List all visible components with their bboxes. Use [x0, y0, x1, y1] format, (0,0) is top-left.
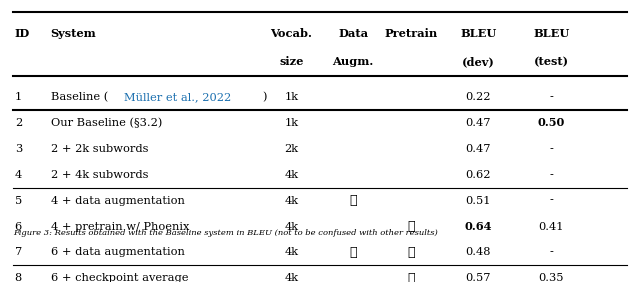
Text: 4k: 4k: [284, 196, 298, 206]
Text: 1: 1: [15, 92, 22, 102]
Text: Pretrain: Pretrain: [385, 28, 438, 39]
Text: 2k: 2k: [284, 144, 298, 154]
Text: ): ): [262, 92, 267, 102]
Text: ✓: ✓: [408, 272, 415, 282]
Text: 0.47: 0.47: [466, 118, 491, 128]
Text: 3: 3: [15, 144, 22, 154]
Text: 0.51: 0.51: [466, 196, 491, 206]
Text: size: size: [279, 56, 303, 67]
Text: 6: 6: [15, 222, 22, 232]
Text: 0.48: 0.48: [466, 248, 491, 257]
Text: 4k: 4k: [284, 170, 298, 180]
Text: 4k: 4k: [284, 248, 298, 257]
Text: Our Baseline (§3.2): Our Baseline (§3.2): [51, 118, 162, 128]
Text: 4 + pretrain w/ Phoenix: 4 + pretrain w/ Phoenix: [51, 222, 189, 232]
Text: Data: Data: [338, 28, 368, 39]
Text: -: -: [549, 196, 553, 206]
Text: 0.50: 0.50: [538, 117, 565, 128]
Text: 0.64: 0.64: [465, 221, 492, 232]
Text: -: -: [549, 92, 553, 102]
Text: 0.57: 0.57: [466, 274, 491, 282]
Text: 0.22: 0.22: [466, 92, 491, 102]
Text: 7: 7: [15, 248, 22, 257]
Text: 0.41: 0.41: [538, 222, 564, 232]
Text: 1k: 1k: [284, 118, 298, 128]
Text: 5: 5: [15, 196, 22, 206]
Text: 2 + 2k subwords: 2 + 2k subwords: [51, 144, 148, 154]
Text: 4k: 4k: [284, 274, 298, 282]
Text: 8: 8: [15, 274, 22, 282]
Text: Figure 3: Results obtained with the Baseline system in BLEU (not to be confused : Figure 3: Results obtained with the Base…: [13, 229, 438, 237]
Text: 4: 4: [15, 170, 22, 180]
Text: -: -: [549, 144, 553, 154]
Text: 4 + data augmentation: 4 + data augmentation: [51, 196, 184, 206]
Text: System: System: [51, 28, 96, 39]
Text: 6 + data augmentation: 6 + data augmentation: [51, 248, 184, 257]
Text: 1k: 1k: [284, 92, 298, 102]
Text: 2: 2: [15, 118, 22, 128]
Text: Baseline (: Baseline (: [51, 92, 108, 102]
Text: BLEU: BLEU: [533, 28, 570, 39]
Text: Augm.: Augm.: [333, 56, 374, 67]
Text: (dev): (dev): [462, 56, 495, 67]
Text: ✓: ✓: [408, 220, 415, 233]
Text: 0.47: 0.47: [466, 144, 491, 154]
Text: -: -: [549, 170, 553, 180]
Text: ID: ID: [15, 28, 30, 39]
Text: -: -: [549, 248, 553, 257]
Text: ✓: ✓: [408, 246, 415, 259]
Text: BLEU: BLEU: [460, 28, 497, 39]
Text: ✓: ✓: [349, 194, 357, 207]
Text: 4k: 4k: [284, 222, 298, 232]
Text: 6 + checkpoint average: 6 + checkpoint average: [51, 274, 188, 282]
Text: ✓: ✓: [349, 246, 357, 259]
Text: 2 + 4k subwords: 2 + 4k subwords: [51, 170, 148, 180]
Text: Müller et al., 2022: Müller et al., 2022: [124, 92, 232, 102]
Text: (test): (test): [534, 56, 569, 67]
Text: Vocab.: Vocab.: [270, 28, 312, 39]
Text: 0.62: 0.62: [466, 170, 491, 180]
Text: 0.35: 0.35: [538, 274, 564, 282]
